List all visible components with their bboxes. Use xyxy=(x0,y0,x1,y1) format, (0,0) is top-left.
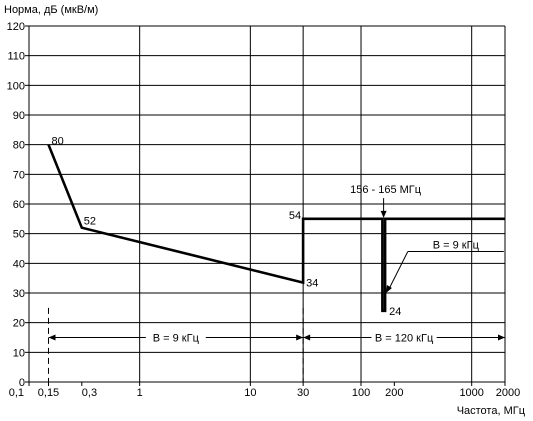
point-label: 52 xyxy=(84,216,96,228)
x-tick-label: 30 xyxy=(297,387,309,399)
y-tick-label: 50 xyxy=(13,229,25,241)
point-label: 54 xyxy=(289,210,301,222)
y-tick-label: 60 xyxy=(13,199,25,211)
y-tick-label: 90 xyxy=(13,110,25,122)
arrow-head xyxy=(48,334,56,341)
notch-bandwidth-arrow-head xyxy=(385,285,392,293)
y-tick-label: 80 xyxy=(13,140,25,152)
y-tick-label: 40 xyxy=(13,258,25,270)
x-tick-label: 200 xyxy=(385,387,403,399)
point-label: 34 xyxy=(306,278,318,290)
x-tick-label: 100 xyxy=(352,387,370,399)
y-axis-title: Норма, дБ (мкВ/м) xyxy=(4,4,98,16)
x-tick-label: 2000 xyxy=(496,387,520,399)
series xyxy=(47,144,505,313)
x-tick-label: 1000 xyxy=(459,387,483,399)
notch-arrow-head xyxy=(380,210,387,218)
bandwidth-label: B = 9 кГц xyxy=(153,333,200,345)
x-tick-label: 1 xyxy=(137,387,143,399)
arrow-head xyxy=(303,334,311,341)
y-tick-label: 20 xyxy=(13,318,25,330)
arrow-head xyxy=(498,334,505,341)
x-tick-label: 0,15 xyxy=(38,387,59,399)
y-tick-label: 10 xyxy=(13,347,25,359)
y-tick-label: 100 xyxy=(7,80,25,92)
y-tick-label: 110 xyxy=(7,51,25,63)
notch-bandwidth-leader xyxy=(388,251,409,290)
notch-bandwidth-label: B = 9 кГц xyxy=(433,239,480,251)
limit-line xyxy=(47,144,505,313)
arrow-head xyxy=(296,334,304,341)
y-tick-label: 0 xyxy=(19,377,25,389)
y-tick-label: 120 xyxy=(7,21,25,33)
bandwidth-markers: B = 9 кГц B = 120 кГц xyxy=(47,307,505,382)
notch-frequency-label: 156 - 165 МГц xyxy=(350,184,422,196)
annotations: 80 52 54 34 24 156 - 165 МГц B = 9 кГц xyxy=(51,136,504,318)
bandwidth-label: B = 120 кГц xyxy=(375,333,434,345)
x-tick-label: 0,1 xyxy=(9,387,24,399)
y-tick-label: 70 xyxy=(13,169,25,181)
x-axis-title: Частота, МГц xyxy=(457,405,526,417)
point-label: 80 xyxy=(51,136,63,148)
point-label: 24 xyxy=(389,306,401,318)
y-tick-label: 30 xyxy=(13,288,25,300)
x-tick-label: 10 xyxy=(244,387,256,399)
x-tick-label: 0,3 xyxy=(82,387,97,399)
